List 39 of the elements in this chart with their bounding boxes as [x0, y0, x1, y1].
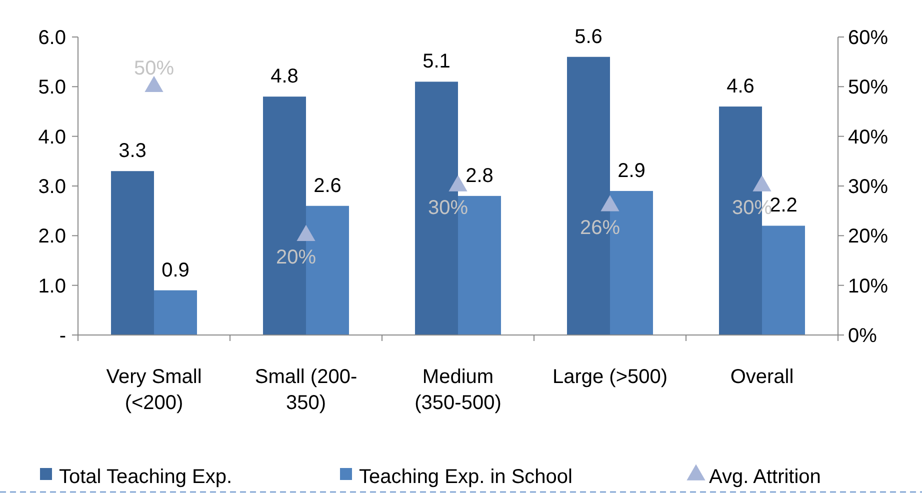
- data-label: 30%: [428, 197, 468, 219]
- data-label: 3.3: [118, 140, 146, 162]
- data-label: 4.8: [270, 66, 298, 88]
- y-tick-label: 4.0: [38, 126, 66, 148]
- legend-label: Total Teaching Exp.: [59, 466, 232, 488]
- y-tick-label: -: [59, 325, 66, 347]
- data-label: 4.6: [726, 76, 754, 98]
- bar: [762, 226, 805, 335]
- x-tick-label: Medium (350-500): [414, 366, 502, 414]
- data-label: 2.2: [770, 194, 798, 217]
- bar: [154, 290, 197, 335]
- y2-tick-label: 60%: [848, 27, 888, 49]
- x-tick-label: Overall: [730, 366, 794, 388]
- y-tick-label: 6.0: [38, 27, 66, 49]
- y2-tick-label: 50%: [848, 76, 888, 99]
- y2-tick-label: 40%: [848, 126, 888, 148]
- x-tick-label: Large (>500): [552, 366, 668, 388]
- data-label: 2.9: [618, 160, 646, 182]
- legend-label: Teaching Exp. in School: [359, 466, 572, 488]
- data-label: 5.1: [422, 50, 450, 73]
- y-tick-label: 3.0: [38, 176, 66, 198]
- data-label: 5.6: [574, 26, 602, 48]
- data-label: 20%: [276, 246, 316, 269]
- y2-tick-label: 0%: [848, 325, 878, 347]
- legend-label: Avg. Attrition: [709, 466, 821, 488]
- data-label: 2.8: [466, 164, 494, 187]
- y-tick-label: 5.0: [38, 76, 66, 99]
- data-label: 50%: [134, 58, 174, 80]
- y2-tick-label: 30%: [848, 176, 888, 198]
- data-label: 0.9: [162, 259, 190, 282]
- y-tick-label: 2.0: [38, 226, 66, 248]
- bar: [111, 171, 154, 335]
- y2-tick-label: 10%: [848, 275, 888, 298]
- x-tick-label: Very Small (<200): [106, 366, 202, 414]
- data-label: 2.6: [314, 174, 342, 197]
- y2-tick-label: 20%: [848, 226, 888, 248]
- x-tick-label: Small (200- 350): [254, 366, 358, 414]
- data-label: 26%: [580, 216, 620, 239]
- y-tick-label: 1.0: [38, 275, 66, 298]
